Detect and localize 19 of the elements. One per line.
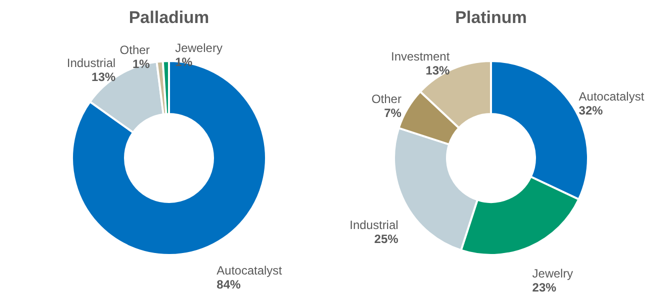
slice-label: Industrial	[350, 218, 398, 232]
data-label: 13%	[426, 64, 450, 78]
chart-title: Palladium	[128, 8, 210, 28]
slice-label: Industrial	[66, 56, 116, 70]
data-label: 23%	[532, 280, 557, 294]
data-label: 1%	[132, 56, 150, 71]
slice-label: Jewelry	[532, 266, 573, 280]
slice-label: Autocatalyst	[578, 89, 645, 104]
data-label: 13%	[92, 70, 116, 84]
data-label: 32%	[578, 103, 604, 118]
data-label: 25%	[374, 232, 399, 246]
chart-title: Platinum	[454, 8, 528, 28]
slice-label: Other	[120, 42, 150, 57]
slice-label: Other	[371, 92, 402, 106]
data-label: 84%	[216, 277, 242, 292]
slice-label: Investment	[390, 50, 450, 64]
slice-label: Autocatalyst	[216, 263, 283, 278]
data-label: 7%	[384, 106, 402, 120]
slice-label: Jewelery	[175, 41, 222, 56]
